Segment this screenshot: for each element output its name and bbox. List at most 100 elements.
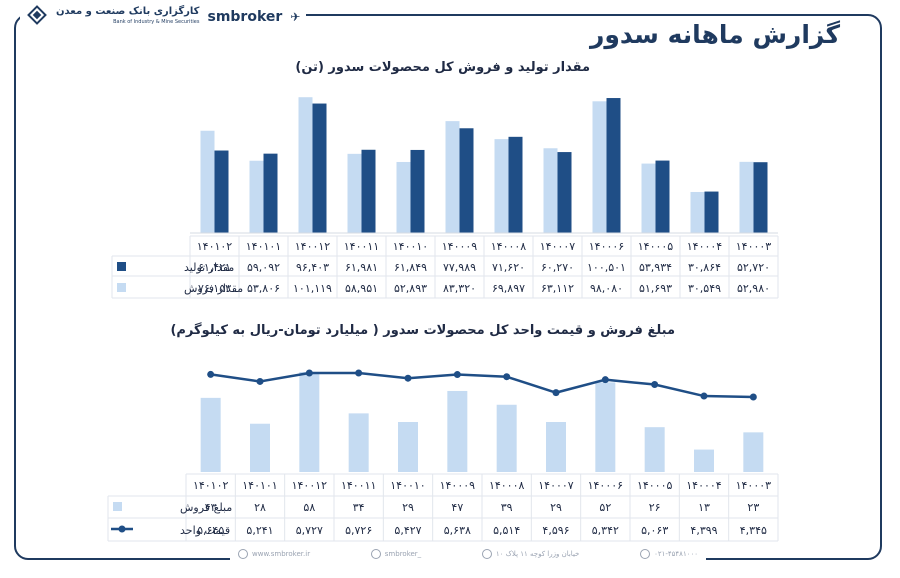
legend-amount-label: مبلغ فروش: [180, 501, 232, 514]
table1-production-value: ۷۱,۶۲۰: [492, 261, 525, 274]
table2-price-value: ۴,۳۹۹: [690, 524, 717, 537]
bar-production: [459, 128, 474, 233]
table1-sales-value: ۵۱,۶۹۳: [639, 282, 672, 295]
unit-price-point: [404, 374, 412, 382]
table1-production-value: ۷۷,۹۸۹: [443, 261, 476, 274]
paper-plane-icon: ✈: [290, 10, 301, 24]
table1-sales-value: ۳۰,۵۴۹: [688, 282, 721, 295]
bar-production: [361, 149, 376, 233]
unit-price-point: [503, 373, 511, 381]
table2-price-value: ۵,۳۴۲: [592, 524, 619, 537]
bar-sales: [641, 163, 656, 233]
unit-price-point: [453, 371, 461, 379]
bar-production: [508, 136, 523, 233]
table1-category: ۱۴۰۰۰۴: [687, 240, 723, 253]
table1-sales-value: ۸۳,۳۲۰: [443, 282, 476, 295]
unit-price-point: [305, 369, 313, 377]
chart1-title: مقدار تولید و فروش کل محصولات سدور (تن): [295, 60, 590, 75]
footer-address: خیابان وزرا کوچه ۱۱ پلاک ۱۰: [495, 550, 580, 558]
table1-category: ۱۴۰۰۰۳: [736, 240, 772, 253]
table2-amount-value: ۲۹: [550, 501, 562, 514]
table2-amount-value: ۳۹: [501, 501, 513, 514]
bar-sales: [298, 97, 313, 233]
bar-production: [557, 152, 572, 233]
bar-sales-amount: [299, 372, 320, 472]
table2-category: ۱۴۰۰۰۷: [538, 479, 574, 492]
table2-amount-value: ۲۸: [254, 501, 266, 514]
table1-category: ۱۴۰۰۱۱: [344, 240, 379, 253]
legend-production-label: مقدار تولید: [184, 261, 234, 274]
bank-name-en: Bank of Industry & Mine Securities: [113, 19, 200, 25]
globe-icon: [238, 549, 248, 559]
footer-website[interactable]: www.smbroker.ir: [252, 550, 311, 558]
table1-production-value: ۶۰,۲۷۰: [541, 261, 574, 274]
bar-sales: [445, 121, 460, 233]
unit-price-point: [749, 393, 757, 401]
bar-production: [606, 98, 621, 234]
unit-price-point: [651, 381, 659, 389]
table2-category: ۱۴۰۰۰۵: [637, 479, 673, 492]
table1-sales-value: ۵۲,۸۹۳: [394, 282, 427, 295]
bar-production: [312, 103, 327, 233]
brand-name: smbroker: [207, 9, 283, 25]
bar-sales-amount: [496, 404, 517, 472]
bar-sales-amount: [595, 382, 616, 472]
bar-sales-amount: [743, 432, 764, 472]
bar-sales: [200, 130, 215, 233]
bank-name: کارگزاری بانک صنعت و معدن: [56, 6, 200, 17]
table2-category: ۱۴۰۰۰۹: [440, 479, 476, 492]
table2-price-value: ۵,۷۲۶: [345, 524, 372, 537]
table2-category: ۱۴۰۰۱۱: [341, 479, 376, 492]
table1-category: ۱۴۰۱۰۱: [246, 240, 281, 253]
table2-category: ۱۴۰۰۰۸: [489, 479, 525, 492]
bar-sales: [592, 101, 607, 233]
bar-sales: [543, 148, 558, 233]
bar-sales: [396, 161, 411, 233]
table2-price-value: ۵,۵۱۴: [493, 524, 520, 537]
footer-instagram[interactable]: smbroker_: [384, 550, 422, 558]
table2-category: ۱۴۰۰۰۴: [686, 479, 722, 492]
table1-production-value: ۵۹,۰۹۲: [247, 261, 280, 274]
bar-production: [214, 150, 229, 233]
table1-production-value: ۹۶,۴۰۳: [296, 261, 329, 274]
footer-phone: ۰۲۱-۴۵۴۸۱۰۰۰: [654, 550, 698, 558]
table2-category: ۱۴۰۰۱۲: [292, 479, 328, 492]
table2-amount-value: ۲۹: [402, 501, 414, 514]
bar-sales-amount: [250, 423, 270, 472]
table2-amount-value: ۳۴: [353, 501, 365, 514]
bar-production: [655, 160, 670, 233]
bar-sales-amount: [200, 397, 221, 472]
table1-category: ۱۴۰۰۰۷: [540, 240, 576, 253]
table2-price-value: ۴,۳۴۵: [740, 524, 767, 537]
table2-category: ۱۴۰۰۰۶: [588, 479, 623, 492]
table2-price-value: ۵,۴۲۷: [394, 524, 421, 537]
table1-production-value: ۶۱,۸۴۹: [394, 261, 427, 274]
brand-header: کارگزاری بانک صنعت و معدن Bank of Indust…: [20, 2, 307, 32]
table1-production-value: ۱۰۰,۵۰۱: [587, 261, 626, 274]
table2-amount-value: ۴۷: [451, 501, 463, 514]
table2-price-value: ۵,۰۶۳: [641, 524, 668, 537]
footer: www.smbroker.ir smbroker_ خیابان وزرا کو…: [230, 547, 706, 561]
table1-production-value: ۵۲,۷۲۰: [737, 261, 770, 274]
table2-price-value: ۵,۲۴۱: [246, 524, 273, 537]
table2-amount-value: ۴۳: [205, 501, 217, 514]
location-icon: [481, 549, 492, 559]
unit-price-point: [601, 376, 609, 384]
legend-production-swatch: [117, 262, 126, 271]
legend-sales-swatch: [117, 283, 126, 292]
table1-category: ۱۴۰۰۱۰: [393, 240, 428, 253]
table1-sales-value: ۱۰۱,۱۱۹: [293, 282, 332, 295]
unit-price-point: [207, 370, 215, 378]
bar-production: [704, 191, 719, 233]
table1-sales-value: ۵۳,۸۰۶: [247, 282, 280, 295]
table1-production-value: ۶۱,۹۸۱: [345, 261, 378, 274]
instagram-icon: [370, 549, 381, 559]
bar-sales: [739, 161, 754, 233]
bar-sales-amount: [398, 422, 418, 472]
table1-sales-value: ۶۳,۱۱۲: [541, 282, 574, 295]
table2-amount-value: ۵۲: [599, 501, 611, 514]
table1-sales-value: ۵۲,۹۸۰: [737, 282, 770, 295]
unit-price-line: [210, 371, 754, 399]
table1-sales-value: ۷۶,۱۵۳: [198, 282, 231, 295]
